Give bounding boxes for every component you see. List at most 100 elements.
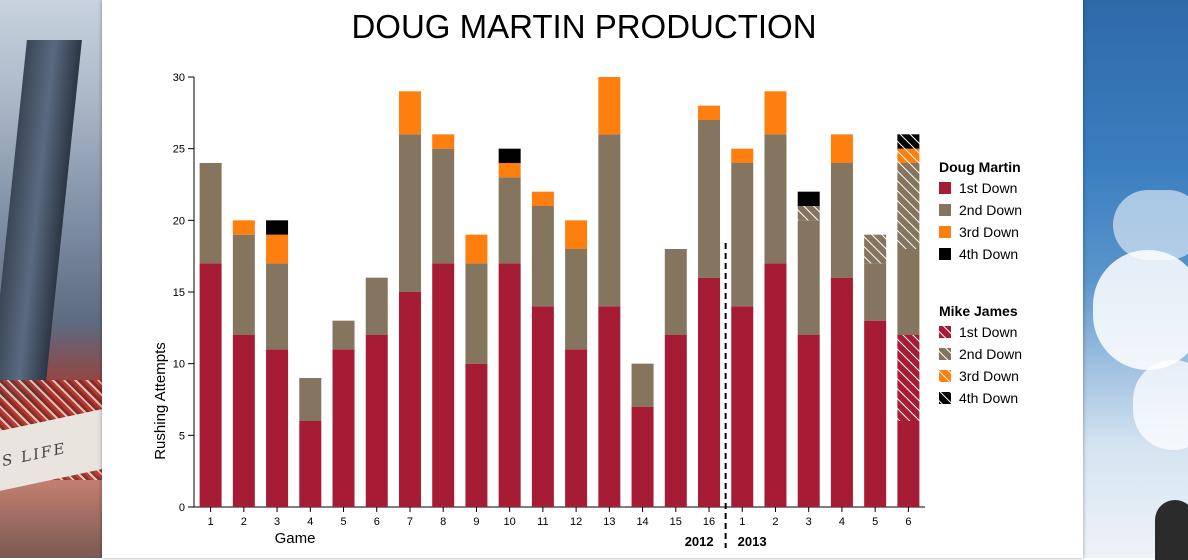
bar-segment [830,277,853,507]
bar-segment [731,148,754,163]
bar-segment [266,263,289,350]
x-tick-label: 12 [570,516,582,528]
x-axis-label: Game [275,530,316,547]
bar-segment [498,148,521,163]
bar-stack [731,148,754,507]
x-tick-label: 4 [839,516,845,528]
legend-title: Doug Martin [939,159,1021,175]
bar-segment [332,320,355,350]
bar-segment [764,263,787,507]
bar-segment [897,134,920,149]
legend-title: Mike James [939,303,1018,319]
bar-stack [698,105,721,507]
x-tick-label: 3 [806,516,812,528]
x-tick-label: 11 [537,516,548,528]
x-tick-label: 3 [274,516,280,528]
x-tick-label: 2 [772,516,778,528]
bar-segment [664,249,687,335]
legend-swatch [939,204,951,216]
x-tick-label: 9 [473,516,479,528]
bar-stack [266,220,289,507]
legend: Doug Martin 1st Down 2nd Down 3rd Down 4th D… [939,159,1022,406]
bar-segment [365,277,388,335]
bar-segment [465,363,488,507]
bar-segment [698,120,721,278]
bar-segment [398,91,421,135]
legend-entry-label: 4th Down [959,390,1018,406]
bar-stack [498,148,521,507]
season-labels: 2012 2013 [685,243,767,549]
bar-segment [731,306,754,507]
bar-segment [598,77,621,135]
season-label: 2012 [685,534,714,549]
legend-entry-label: 3rd Down [959,224,1019,240]
x-tick-label: 2 [241,516,247,528]
x-tick-label: 15 [670,516,682,528]
x-tick-label: 13 [603,516,615,528]
bar-segment [266,349,289,507]
x-tick-label: 1 [208,516,214,528]
bar-segment [498,263,521,507]
bar-segment [465,234,488,264]
bar-segment [897,421,920,507]
bar-segment [432,263,455,507]
bar-segment [398,134,421,292]
bar-segment [432,134,455,149]
chart-title: DOUG MARTIN PRODUCTION [351,8,816,45]
bar-stack [299,378,322,507]
x-tick-label: 5 [872,516,878,528]
bar-stack [365,277,388,507]
bar-segment [797,220,820,335]
bar-segment [897,335,920,421]
bar-segment [432,148,455,264]
x-tick-label: 6 [905,516,911,528]
x-tick-label: 4 [307,516,313,528]
bar-segment [266,234,289,264]
bar-segment [598,134,621,307]
legend-swatch [939,248,951,260]
stadium-tower-image [0,40,82,400]
bar-segment [465,263,488,364]
x-tick-labels: 1 2 3 4 5 6 7 8 9 10 11 12 13 14 15 16 1 2 3 4 5 6 [208,507,911,528]
legend-entry-label: 2nd Down [959,202,1022,218]
x-tick-label: 14 [636,516,648,528]
legend-entry-label: 1st Down [959,180,1017,196]
bar-segment [565,349,588,507]
cloud-image [1093,250,1188,370]
x-tick-label: 10 [504,516,516,528]
legend-entry-label: 2nd Down [959,346,1022,362]
bar-segment [797,206,820,221]
bar-segment [897,249,920,335]
chart-panel: DOUG MARTIN PRODUCTION Rushing Attempts … [102,0,1083,558]
bar-segment [498,163,521,178]
bar-stack [232,220,255,507]
y-tick-label: 15 [173,287,185,299]
legend-entry-label: 3rd Down [959,368,1019,384]
cloud-image [1133,360,1188,450]
bar-segment [232,220,255,235]
x-tick-label: 6 [374,516,380,528]
bar-segment [698,277,721,507]
bar-segment [897,163,920,249]
bar-stack [797,191,820,507]
legend-swatch [939,226,951,238]
bar-segment [565,249,588,350]
bar-segment [398,292,421,507]
y-tick-label: 0 [179,502,185,514]
bar-segment [797,335,820,507]
bar-stack [332,320,355,507]
bar-stack [531,191,554,507]
bar-segment [565,220,588,249]
bar-stack [830,134,853,507]
bar-segment [830,134,853,163]
x-tick-label: 1 [739,516,745,528]
background-photo-right [1083,0,1188,560]
bar-stack [764,91,787,507]
y-tick-label: 10 [173,359,185,371]
bar-stack [864,234,887,507]
bar-stack [565,220,588,507]
bar-segment [864,320,887,507]
bars-group [199,77,920,507]
season-label: 2013 [738,534,767,549]
y-tick-label: 5 [179,430,185,442]
